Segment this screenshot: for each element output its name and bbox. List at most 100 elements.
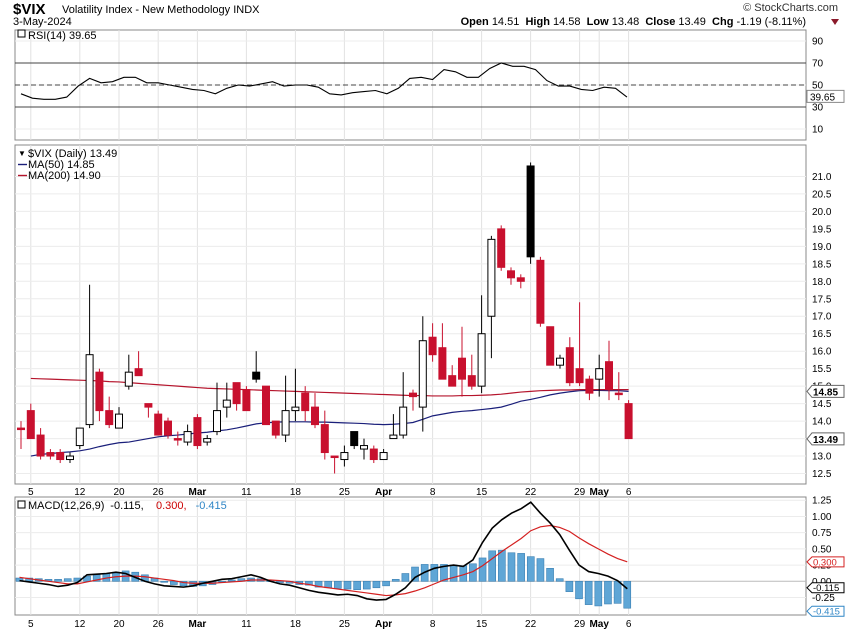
macd-legend-icon [17, 500, 26, 509]
candle-body [320, 424, 329, 454]
candle-body [66, 455, 74, 461]
candle-body [487, 238, 496, 317]
macd-legend-item: -0.415 [196, 500, 227, 512]
candle-body [271, 420, 280, 436]
price-y-tick-label: 18.5 [812, 259, 832, 270]
macd-histogram-bar [353, 580, 361, 591]
price-y-tick-label: 20.0 [812, 207, 832, 218]
macd-histogram-bar [440, 564, 448, 582]
candle-body [213, 410, 221, 433]
macd-signal-line [19, 524, 628, 597]
candle-body [311, 406, 319, 426]
rsi-y-tick-label: 30 [812, 103, 824, 114]
macd-histogram-bar [324, 580, 333, 589]
macd-histogram-bar [546, 568, 554, 582]
price-value-label: 13.49 [813, 435, 838, 446]
macd-histogram-bar [305, 580, 313, 586]
macd-histogram-bar [449, 564, 458, 582]
macd-value-tag [806, 556, 845, 568]
x-tick-label: 25 [339, 619, 351, 630]
candle-body [134, 368, 143, 377]
macd-histogram-bar [604, 580, 612, 605]
rsi-y-tick-label: 50 [812, 81, 824, 92]
candle-body [526, 165, 535, 258]
candle-body [536, 259, 545, 324]
candle-body [36, 434, 45, 457]
price-y-tick-label: 16.5 [812, 329, 832, 340]
candle-body [154, 413, 163, 436]
macd-histogram-bar [430, 564, 439, 582]
chg-label: Chg [712, 16, 734, 28]
macd-histogram-bar [362, 580, 371, 590]
x-tick-label: 6 [626, 487, 632, 498]
macd-y-tick-label: -0.25 [812, 593, 835, 604]
macd-histogram-bar [594, 580, 603, 607]
macd-histogram-bar [170, 580, 178, 585]
high-label: High [525, 16, 550, 28]
x-tick-label: 26 [153, 619, 165, 630]
candle-body [497, 228, 506, 268]
candle-body [173, 438, 182, 441]
macd-histogram-bar [372, 580, 381, 589]
x-tick-label: 12 [74, 487, 86, 498]
high-value: 14.58 [552, 16, 581, 28]
rsi-y-tick-label: 70 [812, 59, 824, 70]
x-tick-label: 11 [241, 487, 252, 498]
candle-body [203, 438, 212, 443]
macd-y-tick-label: 1.25 [812, 496, 832, 507]
candle-body [183, 431, 192, 443]
macd-histogram-bar [391, 579, 400, 582]
macd-histogram-bar [517, 553, 525, 582]
candle-body [418, 340, 427, 408]
x-tick-label: May [589, 619, 609, 630]
candle-body [291, 406, 300, 412]
axis-labels: 5 5 12 12 20 20 26 26 Mar Mar 11 11 18 18 25 25 Apr Apr 8 8… [18, 30, 845, 630]
macd-y-tick-label: 0.75 [812, 528, 832, 539]
candle-body [56, 452, 65, 461]
macd-histogram-bar [382, 580, 390, 587]
candle-body [350, 431, 359, 447]
x-tick-label: 22 [525, 487, 537, 498]
candle-body [438, 347, 447, 380]
candle-body [546, 326, 555, 366]
rsi-legend-icon [17, 29, 26, 38]
candle-body [369, 448, 378, 461]
candle-body [575, 368, 584, 384]
candle-body [262, 385, 270, 426]
low-value: 13.48 [611, 16, 640, 28]
price-panel-frame [14, 144, 807, 485]
rsi-value-label: 39.65 [810, 92, 835, 103]
price-legend-item: $VIX (Daily) 13.49 [28, 148, 117, 160]
candle-body [409, 392, 417, 398]
x-tick-label: Mar [189, 487, 207, 498]
x-tick-label: 8 [430, 487, 436, 498]
macd-histogram-bar [526, 556, 535, 582]
low-label: Low [586, 16, 609, 28]
x-tick-label: 20 [113, 619, 125, 630]
price-y-tick-label: 14.5 [812, 399, 832, 410]
x-tick-label: Apr [375, 619, 392, 630]
rsi-y-tick-label: 90 [812, 37, 824, 48]
candle-legend-icon: ▼ [18, 149, 26, 158]
down-triangle-icon [831, 19, 839, 25]
macd-histogram-bar [575, 580, 583, 600]
macd-histogram-bar [401, 573, 410, 582]
price-y-tick-label: 14.0 [812, 417, 832, 428]
candle-body [585, 378, 594, 394]
x-tick-label: 15 [476, 619, 488, 630]
candle-body [232, 382, 241, 405]
copyright: © StockCharts.com [743, 2, 838, 14]
candle-body [281, 410, 290, 436]
macd-histogram-bar [54, 579, 62, 582]
candle-body [46, 452, 55, 457]
x-tick-label: 12 [74, 619, 86, 630]
price-value-tag [806, 432, 845, 446]
price-y-tick-label: 20.5 [812, 189, 832, 200]
candle-body [164, 420, 172, 436]
x-tick-label: 6 [626, 619, 632, 630]
price-y-tick-label: 17.5 [812, 294, 832, 305]
macd-histogram-bar [83, 575, 91, 582]
macd-histogram-bar [63, 578, 72, 582]
macd-histogram-bar [507, 552, 516, 582]
